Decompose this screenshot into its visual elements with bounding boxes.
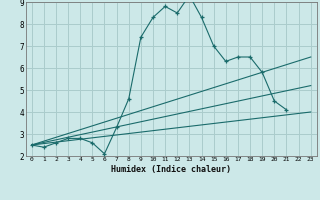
X-axis label: Humidex (Indice chaleur): Humidex (Indice chaleur) bbox=[111, 165, 231, 174]
